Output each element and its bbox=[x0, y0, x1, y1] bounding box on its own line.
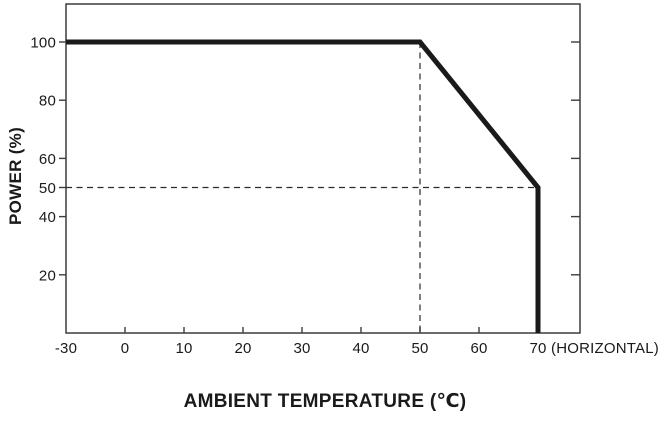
x-tick-label: 0 bbox=[121, 340, 130, 357]
derating-curve-line bbox=[66, 39, 541, 333]
derating-curve bbox=[66, 39, 541, 333]
x-tick-label: 60 bbox=[470, 340, 487, 357]
x-tick-label: 50 bbox=[411, 340, 428, 357]
x-axis-suffix-label: (HORIZONTAL) bbox=[551, 340, 659, 357]
plot-border bbox=[65, 3, 581, 334]
x-axis-title: AMBIENT TEMPERATURE (℃) bbox=[184, 391, 467, 412]
y-tick-label: 60 bbox=[39, 151, 56, 168]
y-tick-label: 100 bbox=[30, 35, 56, 52]
y-tick-label: 80 bbox=[39, 93, 56, 110]
axis-tick-labels: 20 40 50 60 80 100 -30 0 10 20 30 40 50 60 70 (HORIZONT… bbox=[30, 35, 659, 358]
x-tick-label: 10 bbox=[175, 340, 192, 357]
x-tick-label: 70 bbox=[529, 340, 546, 357]
x-tick-label: -30 bbox=[55, 340, 77, 357]
axis-ticks bbox=[59, 41, 580, 333]
y-tick-label: 20 bbox=[39, 267, 56, 284]
y-tick-label: 50 bbox=[39, 180, 56, 197]
plot-frame bbox=[65, 3, 581, 334]
x-tick-label: 20 bbox=[234, 340, 251, 357]
y-tick-label: 40 bbox=[39, 209, 56, 226]
dashed-guides bbox=[66, 42, 536, 333]
y-axis-title: POWER (%) bbox=[6, 127, 25, 225]
x-tick-label: 40 bbox=[352, 340, 369, 357]
x-tick-label: 30 bbox=[293, 340, 310, 357]
